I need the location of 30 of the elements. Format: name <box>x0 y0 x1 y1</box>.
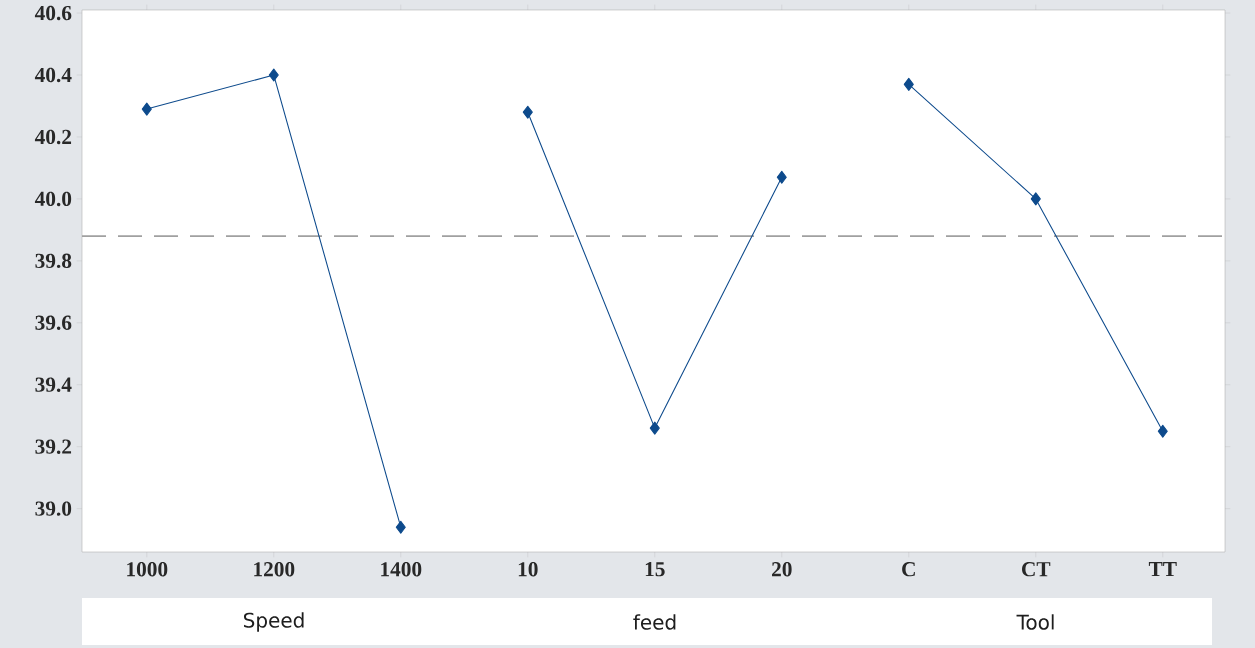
text: Speed <box>243 612 304 632</box>
x-tick-label: C <box>902 562 915 577</box>
point <box>395 520 406 534</box>
x-tick-label: 20 <box>772 562 792 577</box>
y-tick-label: 40.6 <box>34 5 72 21</box>
y-tick-label: 39.0 <box>35 501 72 516</box>
point <box>776 170 787 184</box>
point <box>903 77 914 91</box>
x-tick-label: TT <box>1148 562 1177 576</box>
x-tick-label: 1000 <box>127 562 168 577</box>
point <box>1030 192 1041 206</box>
y-tick-label: 39.8 <box>35 253 72 269</box>
x-tick-label: 1200 <box>254 562 295 577</box>
x-tick-label: 10 <box>518 562 538 577</box>
point <box>649 421 660 435</box>
point <box>522 105 533 119</box>
x-tick-label: 1400 <box>381 562 422 577</box>
point <box>1157 424 1168 438</box>
x-tick-label: CT <box>1022 562 1051 577</box>
x-tick-label: 15 <box>645 562 665 577</box>
text: Tool <box>1016 614 1054 630</box>
y-tick-label: 39.6 <box>35 315 72 330</box>
y-tick-label: 39.4 <box>35 377 72 392</box>
point <box>141 102 152 116</box>
text: feed <box>633 614 676 630</box>
y-tick-label: 39.2 <box>35 439 72 454</box>
y-tick-label: 40.0 <box>34 191 72 207</box>
point <box>268 68 279 82</box>
y-tick-label: 40.4 <box>34 67 72 83</box>
y-tick-label: 40.2 <box>34 129 72 145</box>
